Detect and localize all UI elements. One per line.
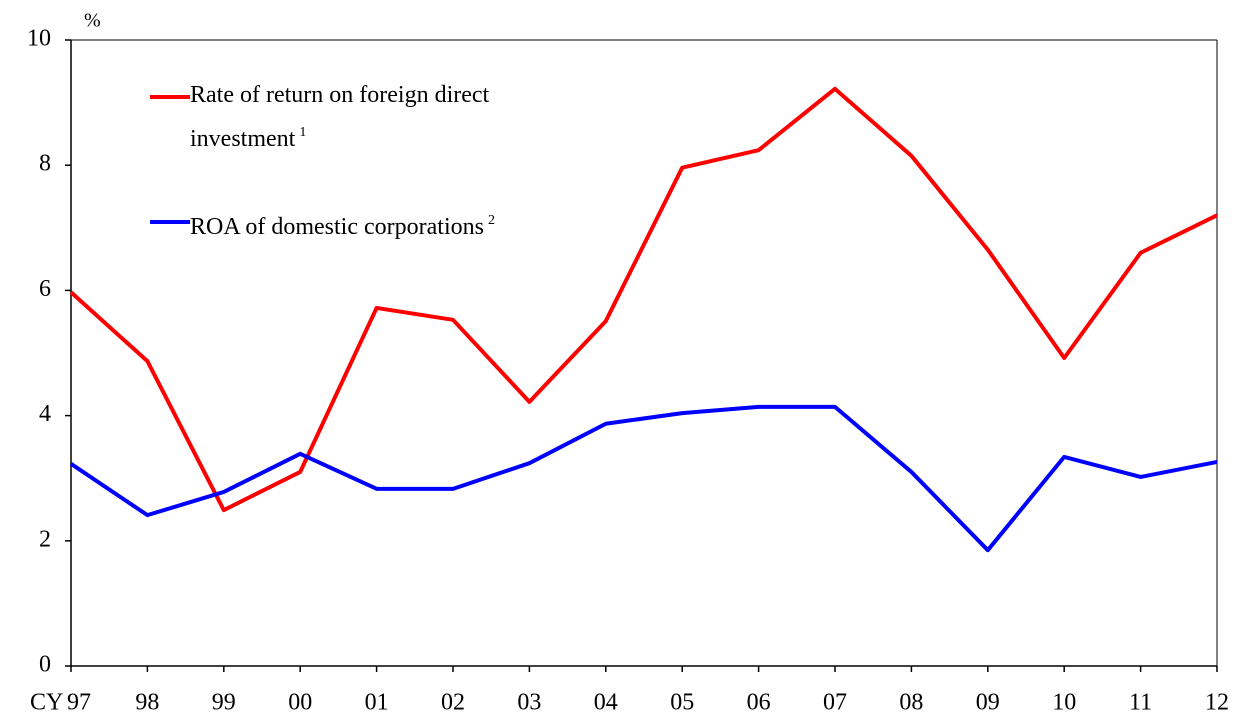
- x-tick-label: 97: [67, 690, 91, 713]
- x-tick-label: 00: [288, 690, 312, 713]
- x-tick-label: 01: [365, 690, 389, 713]
- x-tick-label: 10: [1052, 690, 1076, 713]
- legend-label: ROA of domestic corporations 2: [190, 202, 520, 246]
- y-tick-label: 10: [27, 26, 51, 52]
- y-tick-label: 2: [39, 526, 51, 552]
- legend-footnote: 1: [299, 125, 307, 140]
- x-tick-label: 12: [1205, 690, 1229, 713]
- legend-entry: ROA of domestic corporations 2: [190, 202, 520, 246]
- y-tick-label: 4: [39, 401, 51, 427]
- x-tick-label: 04: [594, 690, 618, 713]
- x-tick-label: 06: [747, 690, 771, 713]
- x-tick-label: 09: [976, 690, 1000, 713]
- y-unit: %: [84, 10, 101, 32]
- series-line: [69, 404, 1218, 553]
- x-tick-label: 05: [670, 690, 694, 713]
- legend-label: Rate of return on foreign direct investm…: [190, 77, 520, 157]
- legend-text: ROA of domestic corporations: [190, 214, 484, 240]
- legend-footnote: 2: [487, 213, 495, 228]
- legend-text: Rate of return on foreign direct investm…: [190, 82, 490, 152]
- y-tick-label: 0: [39, 652, 51, 678]
- series-line: [69, 86, 1218, 513]
- x-tick-label: 07: [823, 690, 847, 713]
- x-tick-label: 03: [517, 690, 541, 713]
- x-tick-label: 98: [135, 690, 159, 713]
- x-tick-label: 99: [212, 690, 236, 713]
- y-tick-label: 8: [39, 151, 51, 177]
- x-tick-label: 02: [441, 690, 465, 713]
- legend-entry: Rate of return on foreign direct investm…: [190, 77, 520, 157]
- y-tick-label: 6: [39, 276, 51, 302]
- x-tick-label: 11: [1129, 690, 1152, 713]
- x-tick-label: 08: [899, 690, 923, 713]
- x-axis-label: CY: [30, 690, 63, 713]
